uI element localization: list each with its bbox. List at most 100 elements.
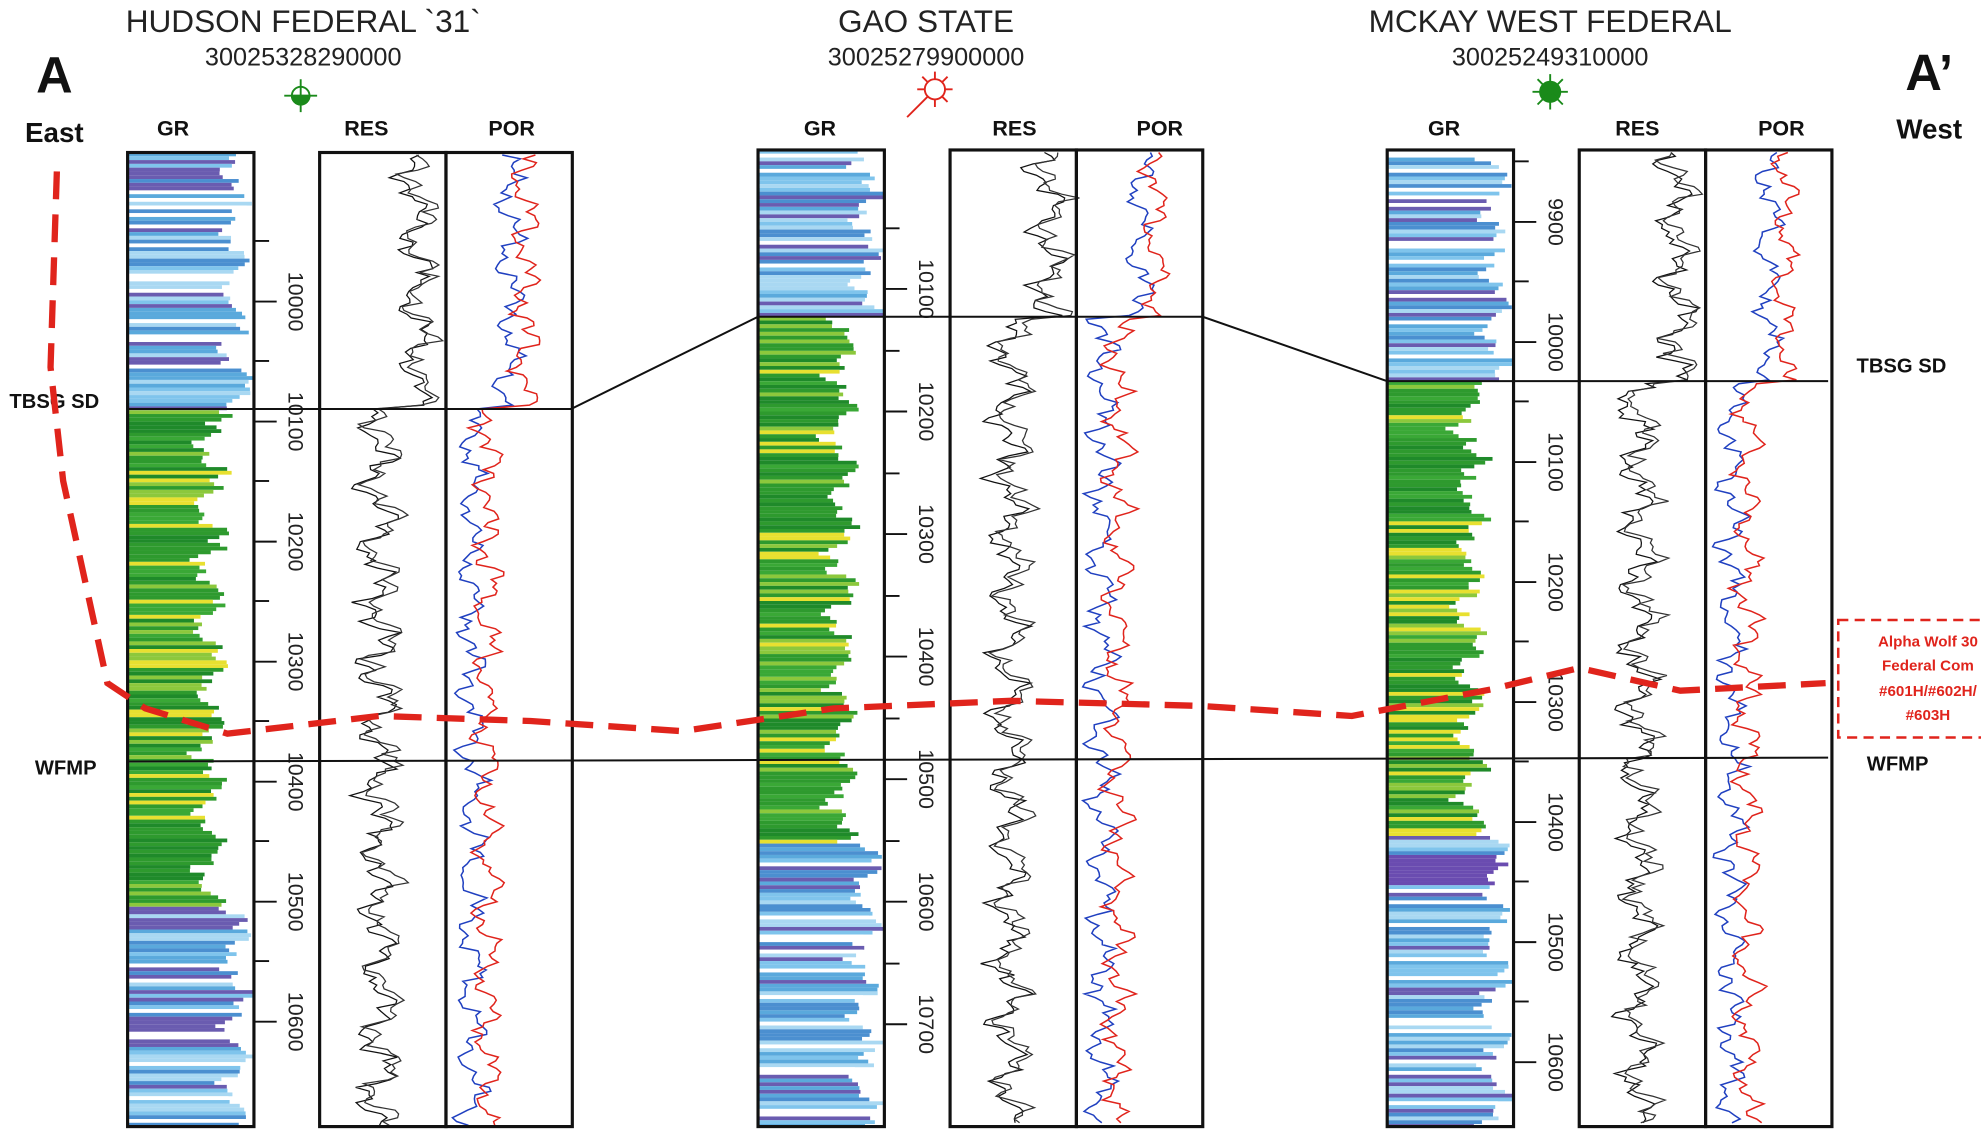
gr-fill (127, 1081, 215, 1085)
gr-fill (758, 945, 865, 950)
gr-fill (127, 630, 194, 634)
gr-fill (127, 512, 205, 517)
gr-fill (1387, 722, 1464, 727)
gr-fill (758, 422, 839, 427)
gr-fill (1387, 748, 1475, 753)
gr-fill (127, 315, 246, 320)
gr-fill (758, 669, 834, 674)
gr-fill (758, 942, 853, 946)
gr-fill (127, 489, 214, 494)
gr-fill (127, 209, 232, 214)
gr-fill (758, 1010, 858, 1015)
gr-fill (1387, 282, 1503, 287)
gr-fill (1387, 923, 1510, 927)
gr-fill (127, 493, 204, 498)
gr-fill (1387, 483, 1462, 488)
gr-fill (127, 580, 210, 585)
track-header: POR (1758, 116, 1805, 140)
gr-fill (758, 729, 837, 734)
gr-fill (1387, 248, 1505, 253)
gr-fill (758, 498, 834, 503)
gr-fill (127, 1122, 239, 1127)
gr-fill (127, 830, 212, 835)
gr-fill (758, 635, 852, 639)
gr-fill (127, 364, 222, 369)
gr-fill (127, 542, 220, 547)
gr-fill (1387, 892, 1483, 897)
gr-fill (127, 849, 218, 854)
gr-fill (1387, 286, 1499, 291)
gr-fill (758, 911, 873, 916)
gr-fill (1387, 896, 1487, 901)
gr-fill (1387, 873, 1488, 878)
gr-fill (127, 175, 223, 180)
gr-fill (1387, 782, 1472, 787)
gr-fill (758, 275, 862, 279)
gr-fill (758, 559, 839, 564)
gr-fill (758, 817, 843, 821)
gr-fill (758, 972, 865, 977)
gr-fill (127, 429, 222, 433)
gr-fill (1387, 991, 1480, 996)
gr-fill (758, 487, 834, 492)
gr-fill (758, 381, 837, 385)
gr-fill (127, 558, 190, 562)
gr-fill (1387, 582, 1469, 586)
por-curve (1711, 151, 1787, 1124)
gr-fill (1387, 623, 1464, 628)
gr-fill (127, 285, 222, 289)
gr-fill (758, 278, 851, 283)
gr-fill (1387, 703, 1484, 708)
gr-fill (127, 660, 227, 665)
gr-fill (1387, 366, 1500, 370)
gr-fill (127, 167, 220, 172)
gr-fill (127, 789, 212, 794)
depth-label: 9900 (1543, 198, 1567, 246)
gr-fill (1387, 1082, 1497, 1087)
gr-fill (1387, 532, 1473, 537)
gr-fill (758, 582, 860, 586)
gr-fill (758, 813, 846, 818)
gr-fill (758, 642, 849, 647)
gr-fill (1387, 176, 1505, 181)
gr-fill (1387, 278, 1489, 283)
gr-fill (127, 334, 250, 339)
gr-fill (1387, 1067, 1482, 1071)
track-header: POR (488, 116, 535, 140)
gr-fill (1387, 1086, 1494, 1090)
gr-fill (1387, 676, 1456, 681)
gr-fill (1387, 172, 1508, 177)
gr-fill (127, 444, 194, 449)
gr-fill (758, 157, 864, 162)
gr-fill (127, 448, 204, 452)
gr-fill (127, 793, 214, 797)
gr-fill (758, 961, 852, 965)
gr-fill (758, 566, 826, 571)
gr-fill (1387, 525, 1469, 529)
gr-fill (127, 402, 227, 407)
gr-fill (127, 247, 229, 252)
gr-fill (127, 906, 219, 911)
gr-fill (127, 417, 222, 422)
gr-fill (758, 760, 840, 764)
gr-fill (1387, 763, 1488, 768)
gr-fill (1387, 1120, 1482, 1125)
gr-fill (127, 592, 225, 596)
gr-fill (127, 1092, 233, 1097)
gr-fill (127, 811, 191, 816)
gr-fill (127, 224, 224, 229)
gr-fill (1387, 1116, 1499, 1121)
gr-fill (127, 777, 227, 782)
gr-fill (127, 296, 231, 301)
gr-fill (758, 983, 879, 988)
gr-fill (127, 990, 253, 994)
gr-fill (758, 1044, 884, 1049)
gr-fill (758, 172, 870, 177)
depth-label: 10600 (914, 872, 938, 932)
gr-fill (758, 415, 839, 420)
gr-fill (1387, 911, 1503, 916)
depth-label: 10100 (284, 392, 308, 452)
gr-fill (1387, 945, 1490, 950)
gr-fill (127, 702, 209, 706)
depth-label: 10600 (1543, 1032, 1567, 1092)
